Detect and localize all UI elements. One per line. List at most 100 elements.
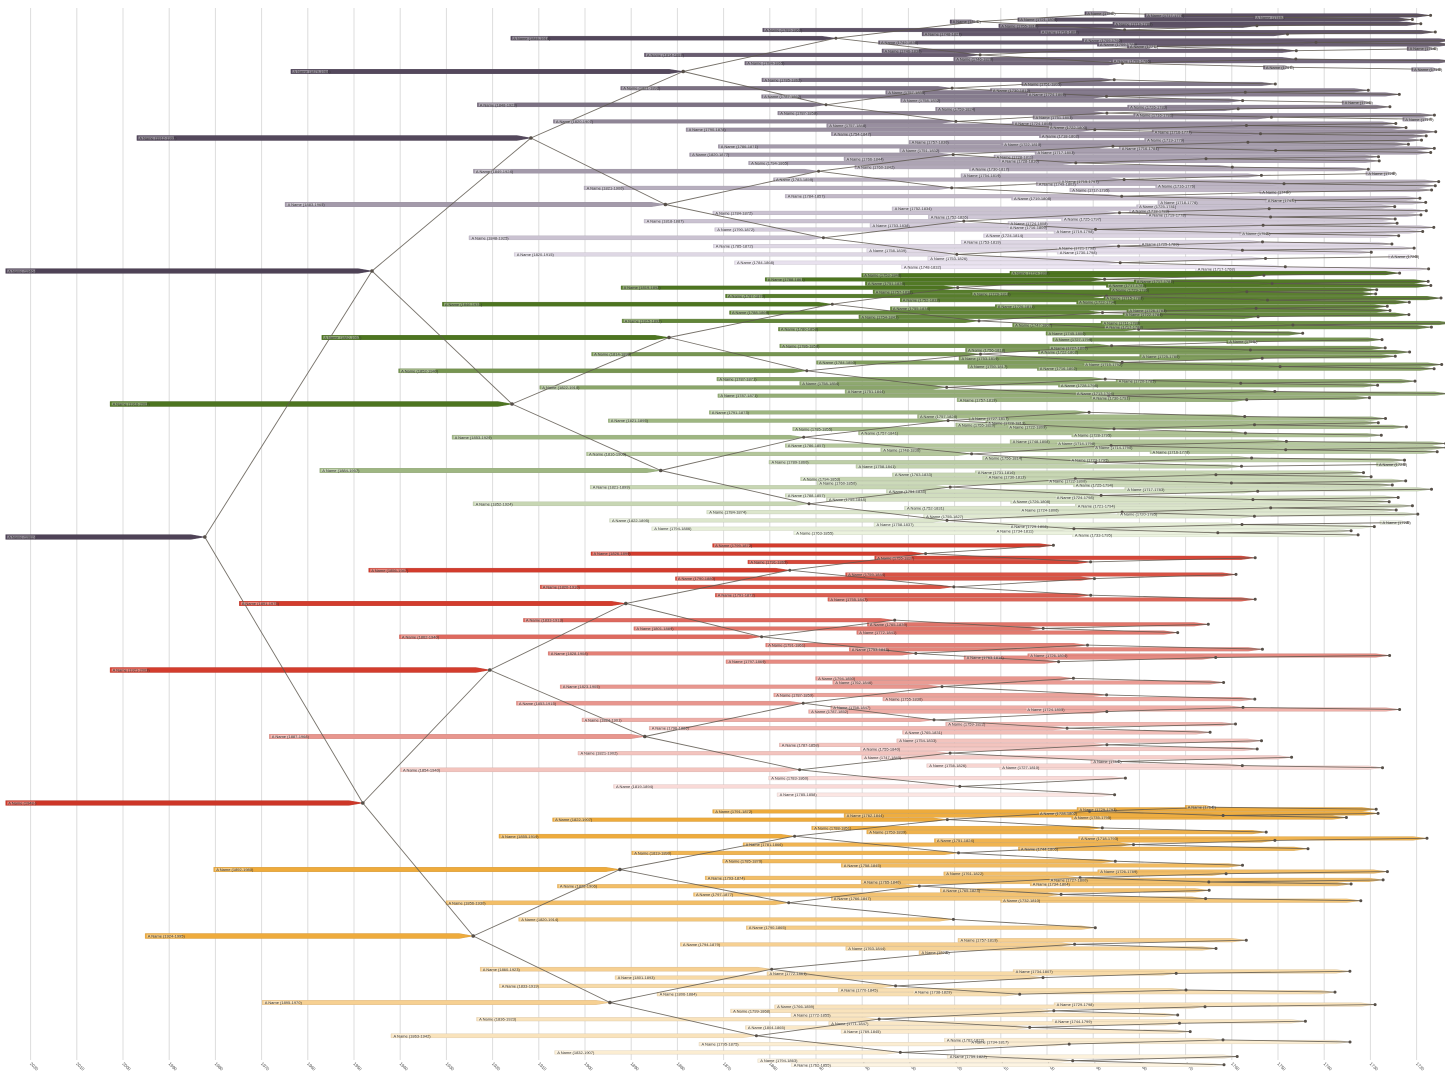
svg-text:A Name (1716-1781): A Name (1716-1781) [1136, 113, 1174, 118]
svg-text:A Name (1717-1803): A Name (1717-1803) [1038, 150, 1076, 155]
svg-text:A Name (1725-1797): A Name (1725-1797) [1064, 217, 1102, 222]
svg-text:A Name (1747-1840): A Name (1747-1840) [864, 755, 902, 760]
svg-text:A Name (1852-1924): A Name (1852-1924) [476, 501, 514, 506]
svg-text:A Name (1719-1778): A Name (1719-1778) [1149, 212, 1187, 217]
svg-text:A Name (1794-1853): A Name (1794-1853) [803, 476, 841, 481]
svg-text:A Name (1799-1872): A Name (1799-1872) [715, 543, 753, 548]
svg-text:A Name (1726-1783): A Name (1726-1783) [1130, 104, 1168, 109]
svg-text:A Name (1784-1865): A Name (1784-1865) [747, 61, 785, 66]
svg-text:A Name (1836-1923): A Name (1836-1923) [479, 1017, 517, 1022]
svg-text:A Name (1787-1871): A Name (1787-1871) [719, 377, 757, 382]
svg-text:A Name (1730-1813): A Name (1730-1813) [989, 474, 1027, 479]
svg-text:A Name (1892-1980): A Name (1892-1980) [216, 867, 254, 872]
svg-text:A Name (1826-1899): A Name (1826-1899) [594, 551, 632, 556]
svg-text:A Name (1759-1822): A Name (1759-1822) [948, 722, 986, 727]
svg-text:A Name (1848-1925): A Name (1848-1925) [472, 235, 510, 240]
svg-text:A Name (1769-1845): A Name (1769-1845) [844, 1029, 882, 1034]
svg-text:A Name (1849-1924): A Name (1849-1924) [476, 169, 514, 174]
svg-text:A Name (1751-1839): A Name (1751-1839) [868, 281, 906, 286]
svg-text:A Name (1787-1870): A Name (1787-1870) [728, 294, 766, 299]
svg-text:A Name (1726-1811): A Name (1726-1811) [998, 304, 1036, 309]
svg-text:A Name (1787-1852): A Name (1787-1852) [811, 709, 849, 714]
svg-text:A Name (1784-1868): A Name (1784-1868) [737, 260, 775, 265]
svg-text:A Name (1754-1835): A Name (1754-1835) [889, 489, 927, 494]
svg-text:A Name (1721-1794): A Name (1721-1794) [1078, 503, 1116, 508]
svg-text:A Name (1757-1838): A Name (1757-1838) [876, 289, 914, 294]
svg-text:A Name (1753-1843): A Name (1753-1843) [852, 647, 890, 652]
svg-text:A Name (1757-1819): A Name (1757-1819) [961, 938, 999, 943]
svg-text:A Name (1716-1784): A Name (1716-1784) [1122, 146, 1160, 151]
svg-text:A Name (1730-1798): A Name (1730-1798) [1060, 250, 1098, 255]
svg-text:A Name (1820-1914): A Name (1820-1914) [521, 917, 559, 922]
svg-text:A Name (1794-1863): A Name (1794-1863) [760, 1058, 798, 1063]
svg-text:A Name (1783-1859): A Name (1783-1859) [776, 177, 814, 182]
svg-text:A Name (1762-1844): A Name (1762-1844) [847, 813, 885, 818]
svg-text:A Name (1754-1833): A Name (1754-1833) [899, 738, 937, 743]
svg-text:A Name (1820-1877): A Name (1820-1877) [692, 152, 730, 157]
svg-text:A Name (1722-1802): A Name (1722-1802) [1041, 350, 1079, 355]
svg-text:A Name (1756-1818): A Name (1756-1818) [968, 348, 1006, 353]
svg-text:A Name (1726-1808): A Name (1726-1808) [1013, 499, 1051, 504]
svg-text:A Name (1765-1839): A Name (1765-1839) [870, 622, 908, 627]
svg-text:A Name (1772-1841): A Name (1772-1841) [859, 630, 897, 635]
svg-text:A Name (1787-1859): A Name (1787-1859) [776, 693, 814, 698]
svg-text:A Name (1822-1907): A Name (1822-1907) [555, 817, 593, 822]
svg-text:A Name (1822-1910): A Name (1822-1910) [542, 385, 580, 390]
svg-text:A Name (1718-1793): A Name (1718-1793) [1081, 836, 1119, 841]
svg-text:A Name (1794-1886): A Name (1794-1886) [654, 526, 692, 531]
svg-text:A Name (1728-1810): A Name (1728-1810) [1002, 158, 1040, 163]
svg-text:A Name (1759-1824): A Name (1759-1824) [938, 107, 976, 112]
svg-text:A Name (1891-1975): A Name (1891-1975) [242, 601, 280, 606]
svg-text:A Name (1887-1968): A Name (1887-1968) [272, 734, 310, 739]
svg-text:A Name (1921-2003): A Name (1921-2003) [113, 668, 151, 673]
svg-text:A Name (1724-1805): A Name (1724-1805) [1027, 707, 1065, 712]
svg-text:A Name (1814-1899): A Name (1814-1899) [594, 352, 632, 357]
svg-text:A Name (1814-1887): A Name (1814-1887) [647, 52, 685, 57]
svg-text:A Name (1823-1905): A Name (1823-1905) [563, 684, 601, 689]
svg-text:A Name (1784-1857): A Name (1784-1857) [788, 194, 826, 199]
svg-text:A Name (1753-1839): A Name (1753-1839) [869, 830, 907, 835]
svg-text:A Name (1716-1777): A Name (1716-1777) [1155, 129, 1193, 134]
svg-text:A Name (1754-1841): A Name (1754-1841) [861, 314, 899, 319]
svg-text:A Name (1755-1840): A Name (1755-1840) [863, 747, 901, 752]
svg-text:A Name (1748-1832): A Name (1748-1832) [904, 264, 942, 269]
svg-text:A Name (1785-1872): A Name (1785-1872) [716, 244, 754, 249]
svg-text:A Name (1758-1837): A Name (1758-1837) [877, 522, 915, 527]
svg-text:A Name (1821-1902): A Name (1821-1902) [581, 751, 619, 756]
svg-text:A Name (1752-1832): A Name (1752-1832) [903, 298, 941, 303]
svg-text:A Name (1755-1836): A Name (1755-1836) [885, 697, 923, 702]
svg-text:A Name (1752-1834): A Name (1752-1834) [895, 206, 933, 211]
svg-text:A Name (1730-): A Name (1730-) [1345, 100, 1374, 105]
svg-text:A Name (1747-1807): A Name (1747-1807) [1015, 323, 1053, 328]
svg-text:A Name (1716-1809): A Name (1716-1809) [1010, 225, 1048, 230]
svg-text:A Name (1762-1855): A Name (1762-1855) [794, 1062, 832, 1067]
svg-text:A Name (1716-1802): A Name (1716-1802) [1040, 366, 1078, 371]
svg-text:A Name (1724-1798): A Name (1724-1798) [1057, 495, 1095, 500]
svg-text:A Name (1787-1871): A Name (1787-1871) [720, 393, 758, 398]
svg-text:A Name (1883-1965): A Name (1883-1965) [288, 202, 326, 207]
svg-text:A Name (1747-): A Name (1747-) [1268, 198, 1297, 203]
svg-text:A Name (1728-1798): A Name (1728-1798) [1061, 383, 1099, 388]
svg-text:A Name (1791-1873): A Name (1791-1873) [712, 410, 750, 415]
svg-text:A Name (1786-): A Name (1786-) [1087, 11, 1116, 16]
svg-text:A Name (1755-1837): A Name (1755-1837) [877, 555, 915, 560]
svg-text:A Name (1722-1784): A Name (1722-1784) [1126, 312, 1164, 317]
svg-text:A Name (1784-1850): A Name (1784-1850) [819, 360, 857, 365]
svg-text:A Name (1856-1947): A Name (1856-1947) [371, 568, 409, 573]
svg-text:A Name (1793-1874): A Name (1793-1874) [708, 875, 746, 880]
svg-text:A Name (1784-): A Name (1784-) [1093, 759, 1122, 764]
svg-text:A Name (1725-1794): A Name (1725-1794) [1076, 483, 1114, 488]
svg-text:A Name (1729-1786): A Name (1729-1786) [1112, 287, 1150, 292]
svg-text:A Name (1815-): A Name (1815-) [953, 19, 982, 24]
svg-text:A Name (1751-1805): A Name (1751-1805) [1024, 82, 1062, 87]
svg-text:A Name (1856-1930): A Name (1856-1930) [449, 900, 487, 905]
svg-text:A Name (1791-1872): A Name (1791-1872) [718, 593, 756, 598]
svg-text:A Name (1714-1790): A Name (1714-1790) [1095, 445, 1133, 450]
svg-text:A Name (1723-): A Name (1723-) [1379, 462, 1408, 467]
svg-text:A Name (1780-1858): A Name (1780-1858) [781, 327, 819, 332]
svg-text:A Name (1824-1901): A Name (1824-1901) [585, 717, 623, 722]
svg-text:A Name (1746-1836): A Name (1746-1836) [885, 48, 923, 53]
svg-text:A Name (1788-1851): A Name (1788-1851) [814, 826, 852, 831]
svg-text:A Name (1738-1829): A Name (1738-1829) [915, 990, 953, 995]
svg-text:A Name (1717-1768): A Name (1717-1768) [1198, 267, 1236, 272]
